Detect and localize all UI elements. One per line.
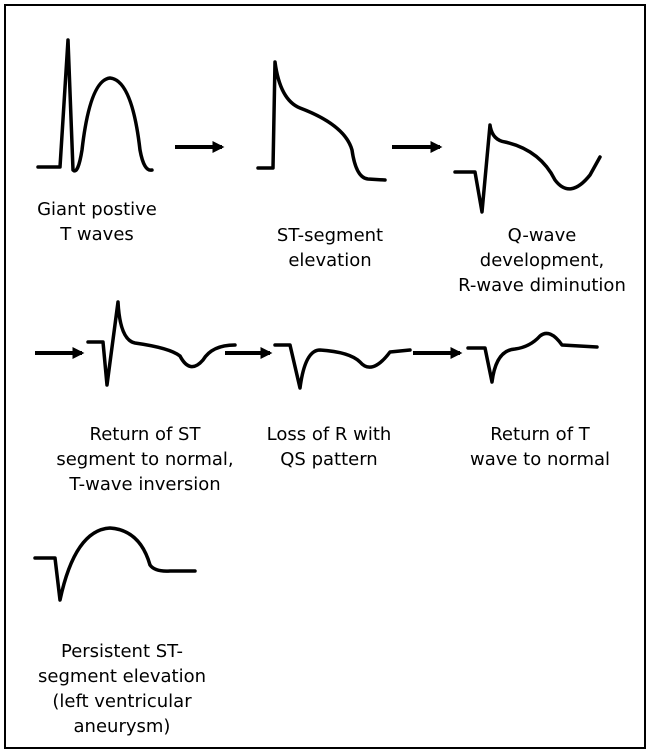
waveform <box>273 343 412 390</box>
stage-label: segment elevation <box>38 666 206 687</box>
stage-label: segment to normal, <box>56 449 233 470</box>
stage-label: (left ventricular <box>52 691 192 712</box>
stage-label: T waves <box>59 224 134 245</box>
stage-label: QS pattern <box>280 449 377 470</box>
stage-label: Persistent ST- <box>61 641 183 662</box>
frame <box>4 4 646 749</box>
stage-label: Q-wave <box>508 225 577 246</box>
waveform <box>466 331 599 384</box>
waveform <box>453 123 602 214</box>
waveform <box>256 60 387 182</box>
stage-label: Loss of R with <box>267 424 392 445</box>
stage-label: R-wave diminution <box>458 275 626 296</box>
stage-label: development, <box>480 250 604 271</box>
stage-label: wave to normal <box>470 449 610 470</box>
stage-label: ST-segment <box>277 225 383 246</box>
waveform <box>33 526 197 602</box>
stage-label: T-wave inversion <box>68 474 220 495</box>
stage-label: elevation <box>288 250 371 271</box>
stage-label: aneurysm) <box>74 716 171 737</box>
waveform <box>36 38 154 173</box>
stage-label: Return of ST <box>90 424 202 445</box>
stage-label: Giant postive <box>37 199 157 220</box>
stage-label: Return of T <box>490 424 591 445</box>
waveform <box>86 300 237 387</box>
